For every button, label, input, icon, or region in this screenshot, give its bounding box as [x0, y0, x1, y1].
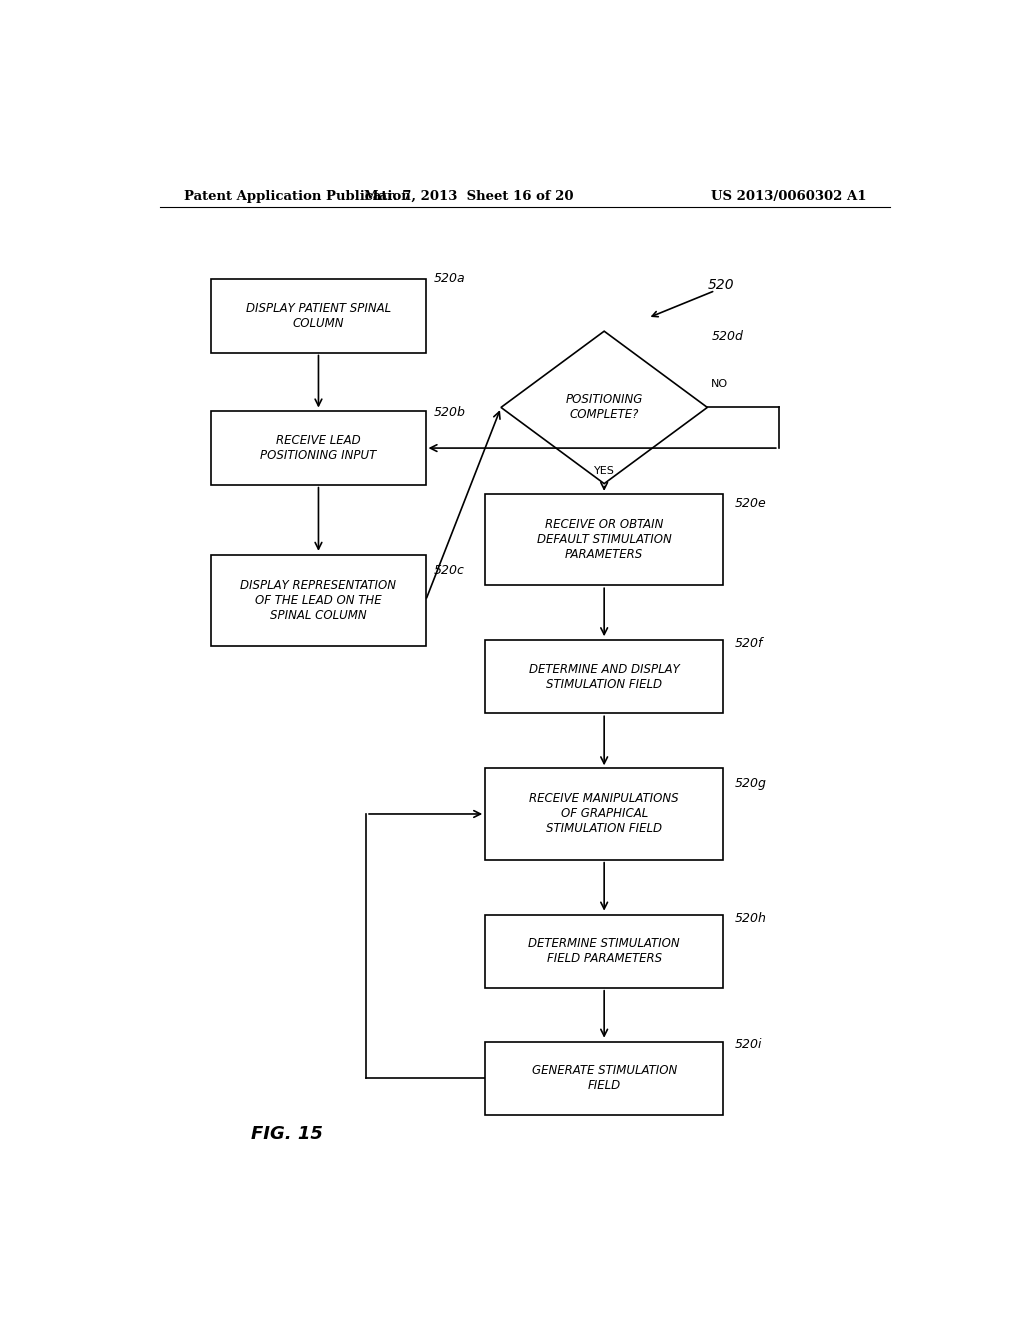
Polygon shape: [501, 331, 708, 483]
Text: POSITIONING
COMPLETE?: POSITIONING COMPLETE?: [565, 393, 643, 421]
Text: RECEIVE OR OBTAIN
DEFAULT STIMULATION
PARAMETERS: RECEIVE OR OBTAIN DEFAULT STIMULATION PA…: [537, 517, 672, 561]
FancyBboxPatch shape: [211, 554, 426, 647]
Text: DISPLAY REPRESENTATION
OF THE LEAD ON THE
SPINAL COLUMN: DISPLAY REPRESENTATION OF THE LEAD ON TH…: [241, 579, 396, 622]
Text: US 2013/0060302 A1: US 2013/0060302 A1: [711, 190, 866, 202]
FancyBboxPatch shape: [485, 494, 723, 585]
Text: 520c: 520c: [433, 564, 465, 577]
Text: 520a: 520a: [433, 272, 465, 285]
Text: 520: 520: [708, 279, 734, 293]
FancyBboxPatch shape: [211, 280, 426, 352]
Text: Patent Application Publication: Patent Application Publication: [183, 190, 411, 202]
FancyBboxPatch shape: [485, 915, 723, 987]
Text: DISPLAY PATIENT SPINAL
COLUMN: DISPLAY PATIENT SPINAL COLUMN: [246, 302, 391, 330]
FancyBboxPatch shape: [485, 640, 723, 713]
Text: 520g: 520g: [735, 777, 767, 789]
Text: 520i: 520i: [735, 1039, 763, 1051]
FancyBboxPatch shape: [485, 1041, 723, 1115]
Text: GENERATE STIMULATION
FIELD: GENERATE STIMULATION FIELD: [531, 1064, 677, 1092]
Text: 520h: 520h: [735, 912, 767, 925]
FancyBboxPatch shape: [211, 412, 426, 484]
Text: FIG. 15: FIG. 15: [251, 1125, 323, 1143]
Text: RECEIVE MANIPULATIONS
OF GRAPHICAL
STIMULATION FIELD: RECEIVE MANIPULATIONS OF GRAPHICAL STIMU…: [529, 792, 679, 836]
Text: NO: NO: [712, 379, 728, 389]
Text: YES: YES: [594, 466, 614, 477]
Text: DETERMINE AND DISPLAY
STIMULATION FIELD: DETERMINE AND DISPLAY STIMULATION FIELD: [528, 663, 680, 690]
Text: 520b: 520b: [433, 407, 466, 418]
Text: 520e: 520e: [735, 498, 767, 511]
Text: Mar. 7, 2013  Sheet 16 of 20: Mar. 7, 2013 Sheet 16 of 20: [365, 190, 574, 202]
Text: 520d: 520d: [712, 330, 743, 343]
FancyBboxPatch shape: [485, 768, 723, 859]
Text: 520f: 520f: [735, 636, 764, 649]
Text: RECEIVE LEAD
POSITIONING INPUT: RECEIVE LEAD POSITIONING INPUT: [260, 434, 377, 462]
Text: DETERMINE STIMULATION
FIELD PARAMETERS: DETERMINE STIMULATION FIELD PARAMETERS: [528, 937, 680, 965]
